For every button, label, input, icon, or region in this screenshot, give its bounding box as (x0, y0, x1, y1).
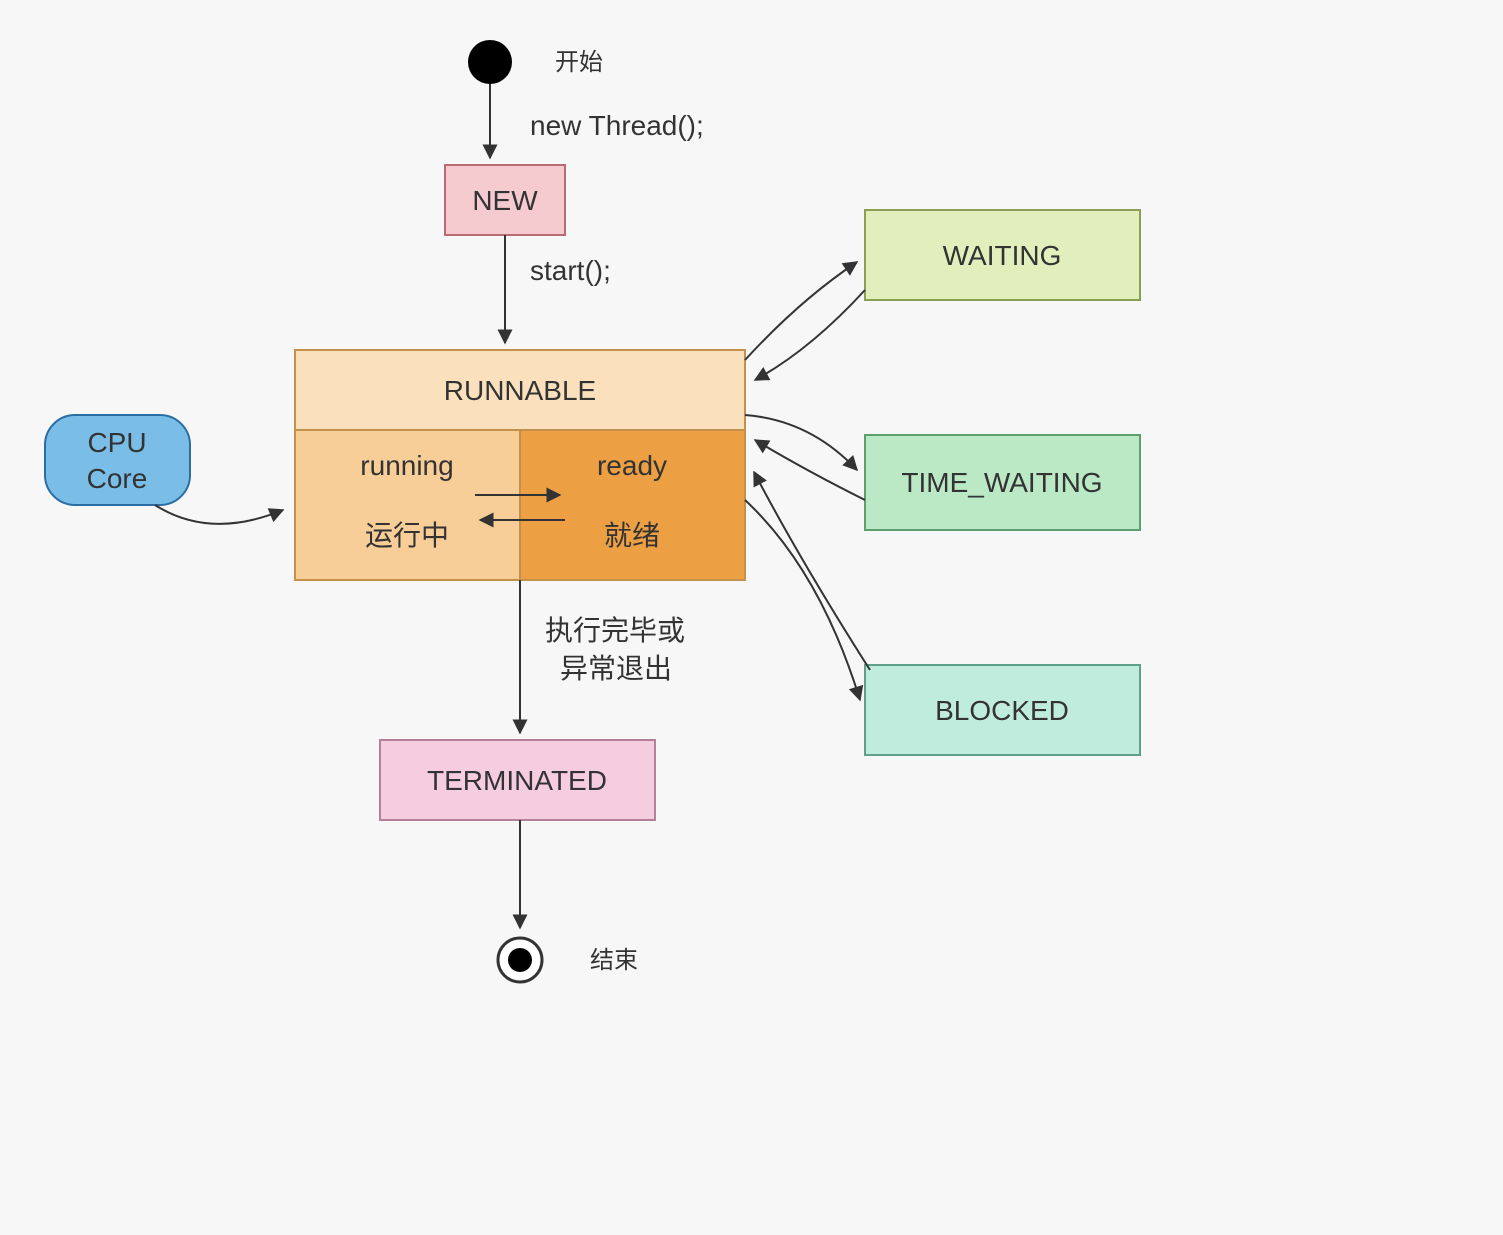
node-waiting-label: WAITING (943, 240, 1062, 271)
start-label: 开始 (555, 49, 603, 76)
thread-state-diagram: 开始 new Thread(); NEW start(); RUNNABLE r… (0, 0, 1503, 1235)
start-node (468, 40, 512, 84)
node-runnable-label: RUNNABLE (444, 375, 596, 406)
diagram-background (0, 0, 1503, 1235)
edge-start-new-label: new Thread(); (530, 110, 704, 141)
node-runnable: RUNNABLE running 运行中 ready 就绪 (295, 350, 745, 580)
runnable-running-bottom: 运行中 (365, 520, 449, 551)
runnable-ready-bottom: 就绪 (604, 520, 660, 551)
node-terminated-label: TERMINATED (427, 765, 607, 796)
node-blocked-label: BLOCKED (935, 695, 1069, 726)
runnable-ready-top: ready (597, 450, 667, 481)
node-new-label: NEW (472, 185, 538, 216)
end-label: 结束 (590, 947, 638, 974)
edge-rt-label1: 执行完毕或 (545, 615, 685, 646)
node-cpu-top: CPU (87, 427, 146, 458)
node-time-waiting-label: TIME_WAITING (901, 467, 1102, 498)
runnable-running-top: running (360, 450, 453, 481)
edge-new-runnable-label: start(); (530, 255, 611, 286)
edge-rt-label2: 异常退出 (560, 653, 672, 684)
end-node (498, 938, 542, 982)
node-cpu-bottom: Core (87, 463, 148, 494)
